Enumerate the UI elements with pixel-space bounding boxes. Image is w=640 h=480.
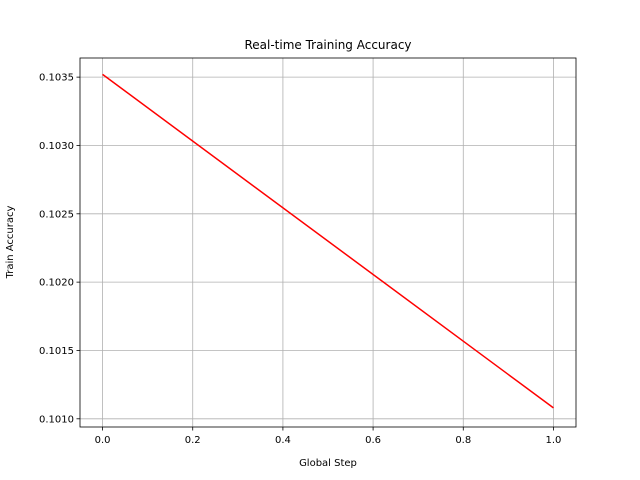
y-tick-label: 0.1010: [39, 414, 74, 425]
y-tick-label: 0.1035: [39, 73, 74, 84]
series-line: [102, 73, 554, 409]
x-tick-label: 0.0: [95, 435, 111, 446]
y-tick-label: 0.1030: [39, 141, 74, 152]
plot-frame: [79, 57, 577, 428]
x-tick-label: 1.0: [546, 435, 562, 446]
y-tick-label: 0.1015: [39, 346, 74, 357]
x-axis: 0.0 0.2 0.4 0.6 0.8 1.0: [95, 427, 562, 446]
x-tick-label: 0.4: [275, 435, 291, 446]
x-tick-label: 0.8: [455, 435, 471, 446]
x-axis-label: Global Step: [299, 458, 357, 469]
grid: [80, 58, 576, 427]
y-axis: 0.1010 0.1015 0.1020 0.1025 0.1030 0.1035: [39, 73, 80, 425]
y-axis-label: Train Accuracy: [5, 206, 16, 280]
x-tick-label: 0.2: [185, 435, 201, 446]
chart-title: Real-time Training Accuracy: [244, 38, 411, 52]
y-tick-label: 0.1025: [39, 209, 74, 220]
series-layer: [102, 73, 554, 409]
x-tick-label: 0.6: [365, 435, 381, 446]
y-tick-label: 0.1020: [39, 278, 74, 289]
